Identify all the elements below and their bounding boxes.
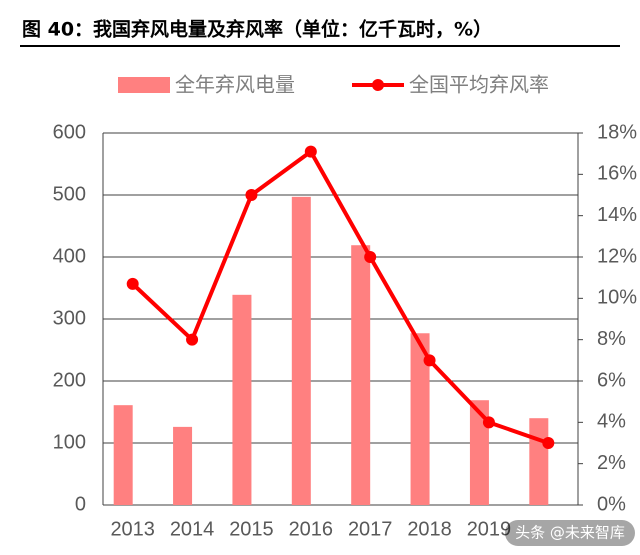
y2-tick-label: 10% (597, 287, 637, 309)
point (245, 189, 258, 201)
y-tick-label: 500 (53, 183, 86, 205)
point (482, 416, 495, 429)
y2-tick-label: 14% (597, 204, 637, 226)
bar (351, 245, 371, 505)
y-tick-label: 400 (53, 245, 86, 267)
y2-tick-label: 12% (597, 245, 637, 267)
bar (529, 418, 549, 505)
y-tick-label: 100 (53, 431, 86, 453)
x-tick-label: 2017 (348, 518, 393, 540)
x-tick-label: 2014 (170, 518, 215, 540)
y2-tick-label: 6% (597, 369, 626, 391)
x-tick-label: 2015 (229, 518, 274, 540)
x-tick-label: 2018 (407, 518, 452, 540)
y-tick-label: 200 (53, 369, 86, 391)
point (304, 145, 317, 158)
y2-tick-label: 4% (597, 411, 626, 433)
y2-tick-label: 16% (597, 163, 637, 185)
watermark-bg (505, 520, 635, 546)
point (542, 437, 555, 449)
point (364, 251, 377, 263)
point (186, 333, 199, 346)
x-tick-label: 2016 (289, 518, 334, 540)
y2-tick-label: 8% (597, 328, 626, 350)
y-tick-label: 0 (75, 493, 86, 515)
bar (291, 196, 311, 506)
y2-tick-label: 2% (597, 452, 626, 474)
bar (232, 294, 252, 505)
point (126, 277, 139, 290)
legend-swatch (118, 77, 170, 93)
y-tick-label: 300 (53, 307, 86, 329)
y2-tick-label: 18% (597, 121, 637, 143)
bar (410, 333, 430, 505)
bar (469, 400, 489, 505)
chart-title: 图 40：我国弃风电量及弃风率（单位：亿千瓦时，%） (22, 18, 492, 41)
legend-label: 全年弃风电量 (175, 73, 295, 97)
bar (173, 426, 193, 505)
y2-tick-label: 0% (597, 493, 626, 515)
x-tick-label: 2013 (110, 518, 155, 540)
legend-swatch (372, 79, 384, 91)
x-tick-label: 2019 (467, 518, 512, 540)
y-tick-label: 600 (53, 121, 86, 143)
legend-label: 全国平均弃风率 (409, 73, 549, 97)
point (423, 354, 436, 367)
bar (113, 405, 133, 505)
line (131, 148, 549, 445)
watermark: 头条 @未来智库 (515, 524, 625, 542)
